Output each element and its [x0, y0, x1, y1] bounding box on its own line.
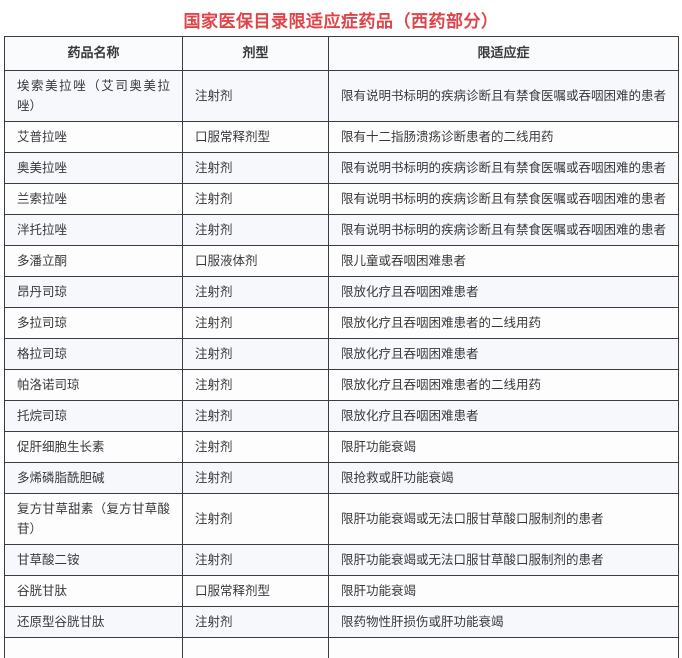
indication-cell	[328, 637, 679, 658]
dosage-form-cell: 注射剂	[182, 606, 329, 638]
dosage-form-cell: 注射剂	[182, 307, 329, 339]
drug-name-cell: 帕洛诺司琼	[4, 369, 183, 401]
dosage-form-cell: 注射剂	[182, 152, 329, 184]
restricted-indication-drug-table: 药品名称 剂型 限适应症 埃索美拉唑（艾司奥美拉唑） 注射剂 限有说明书标明的疾病诊…	[4, 36, 679, 658]
table-row: 艾普拉唑 口服常释剂型 限有十二指肠溃疡诊断患者的二线用药	[4, 121, 679, 153]
dosage-form-cell: 注射剂	[182, 369, 329, 401]
indication-cell: 限肝功能衰竭或无法口服甘草酸口服制剂的患者	[328, 493, 679, 545]
drug-name-cell: 多烯磷脂酰胆碱	[4, 462, 183, 494]
drug-name-cell: 昂丹司琼	[4, 276, 183, 308]
drug-name-cell: 谷胱甘肽	[4, 575, 183, 607]
drug-name-cell: 泮托拉唑	[4, 214, 183, 246]
table-row: 多拉司琼 注射剂 限放化疗且吞咽困难患者的二线用药	[4, 307, 679, 339]
header-indication: 限适应症	[328, 36, 679, 71]
dosage-form-cell	[182, 637, 329, 658]
dosage-form-cell: 口服常释剂型	[182, 575, 329, 607]
indication-cell: 限放化疗且吞咽困难患者的二线用药	[328, 307, 679, 339]
table-row: 帕洛诺司琼 注射剂 限放化疗且吞咽困难患者的二线用药	[4, 369, 679, 401]
indication-cell: 限药物性肝损伤或肝功能衰竭	[328, 606, 679, 638]
table-row: 多潘立酮 口服液体剂 限儿童或吞咽困难患者	[4, 245, 679, 277]
dosage-form-cell: 注射剂	[182, 70, 329, 122]
table-row: 埃索美拉唑（艾司奥美拉唑） 注射剂 限有说明书标明的疾病诊断且有禁食医嘱或吞咽困难的…	[4, 70, 679, 122]
dosage-form-cell: 口服液体剂	[182, 245, 329, 277]
drug-name-cell: 奥美拉唑	[4, 152, 183, 184]
drug-name-cell: 托烷司琼	[4, 400, 183, 432]
indication-cell: 限抢救或肝功能衰竭	[328, 462, 679, 494]
table-row: 多烯磷脂酰胆碱 注射剂 限抢救或肝功能衰竭	[4, 462, 679, 494]
indication-cell: 限有说明书标明的疾病诊断且有禁食医嘱或吞咽困难的患者	[328, 183, 679, 215]
indication-cell: 限放化疗且吞咽困难患者	[328, 400, 679, 432]
drug-name-cell: 艾普拉唑	[4, 121, 183, 153]
indication-cell: 限放化疗且吞咽困难患者	[328, 276, 679, 308]
page-title: 国家医保目录限适应症药品（西药部分）	[183, 12, 499, 31]
header-drug-name: 药品名称	[4, 36, 183, 71]
dosage-form-cell: 注射剂	[182, 400, 329, 432]
drug-name-cell: 多潘立酮	[4, 245, 183, 277]
header-row: 药品名称 剂型 限适应症	[4, 36, 679, 71]
indication-cell: 限有说明书标明的疾病诊断且有禁食医嘱或吞咽困难的患者	[328, 70, 679, 122]
dosage-form-cell: 注射剂	[182, 462, 329, 494]
dosage-form-cell: 注射剂	[182, 214, 329, 246]
indication-cell: 限有说明书标明的疾病诊断且有禁食医嘱或吞咽困难的患者	[328, 214, 679, 246]
indication-cell: 限肝功能衰竭或无法口服甘草酸口服制剂的患者	[328, 544, 679, 576]
dosage-form-cell: 注射剂	[182, 183, 329, 215]
table-row: 甘草酸二铵 注射剂 限肝功能衰竭或无法口服甘草酸口服制剂的患者	[4, 544, 679, 576]
table-row: 昂丹司琼 注射剂 限放化疗且吞咽困难患者	[4, 276, 679, 308]
dosage-form-cell: 口服常释剂型	[182, 121, 329, 153]
table-row: 泮托拉唑 注射剂 限有说明书标明的疾病诊断且有禁食医嘱或吞咽困难的患者	[4, 214, 679, 246]
indication-cell: 限儿童或吞咽困难患者	[328, 245, 679, 277]
drug-name-cell: 多拉司琼	[4, 307, 183, 339]
indication-cell: 限有十二指肠溃疡诊断患者的二线用药	[328, 121, 679, 153]
drug-name-cell: 兰索拉唑	[4, 183, 183, 215]
table-row: 兰索拉唑 注射剂 限有说明书标明的疾病诊断且有禁食医嘱或吞咽困难的患者	[4, 183, 679, 215]
table-row	[4, 637, 679, 658]
table-row: 托烷司琼 注射剂 限放化疗且吞咽困难患者	[4, 400, 679, 432]
dosage-form-cell: 注射剂	[182, 431, 329, 463]
drug-name-cell: 格拉司琼	[4, 338, 183, 370]
indication-cell: 限放化疗且吞咽困难患者的二线用药	[328, 369, 679, 401]
drug-name-cell: 促肝细胞生长素	[4, 431, 183, 463]
dosage-form-cell: 注射剂	[182, 544, 329, 576]
dosage-form-cell: 注射剂	[182, 338, 329, 370]
indication-cell: 限有说明书标明的疾病诊断且有禁食医嘱或吞咽困难的患者	[328, 152, 679, 184]
header-dosage-form: 剂型	[182, 36, 329, 71]
indication-cell: 限放化疗且吞咽困难患者	[328, 338, 679, 370]
drug-name-cell: 埃索美拉唑（艾司奥美拉唑）	[4, 70, 183, 122]
table-header: 药品名称 剂型 限适应症	[4, 36, 679, 71]
drug-name-cell: 甘草酸二铵	[4, 544, 183, 576]
indication-cell: 限肝功能衰竭	[328, 575, 679, 607]
table-row: 促肝细胞生长素 注射剂 限肝功能衰竭	[4, 431, 679, 463]
drug-name-cell	[4, 637, 183, 658]
drug-name-cell: 复方甘草甜素（复方甘草酸苷）	[4, 493, 183, 545]
table-row: 格拉司琼 注射剂 限放化疗且吞咽困难患者	[4, 338, 679, 370]
dosage-form-cell: 注射剂	[182, 276, 329, 308]
drug-table-body: 埃索美拉唑（艾司奥美拉唑） 注射剂 限有说明书标明的疾病诊断且有禁食医嘱或吞咽困难的…	[4, 70, 679, 658]
indication-cell: 限肝功能衰竭	[328, 431, 679, 463]
table-row: 复方甘草甜素（复方甘草酸苷） 注射剂 限肝功能衰竭或无法口服甘草酸口服制剂的患者	[4, 493, 679, 545]
table-row: 谷胱甘肽 口服常释剂型 限肝功能衰竭	[4, 575, 679, 607]
dosage-form-cell: 注射剂	[182, 493, 329, 545]
table-row: 还原型谷胱甘肽 注射剂 限药物性肝损伤或肝功能衰竭	[4, 606, 679, 638]
table-row: 奥美拉唑 注射剂 限有说明书标明的疾病诊断且有禁食医嘱或吞咽困难的患者	[4, 152, 679, 184]
drug-name-cell: 还原型谷胱甘肽	[4, 606, 183, 638]
